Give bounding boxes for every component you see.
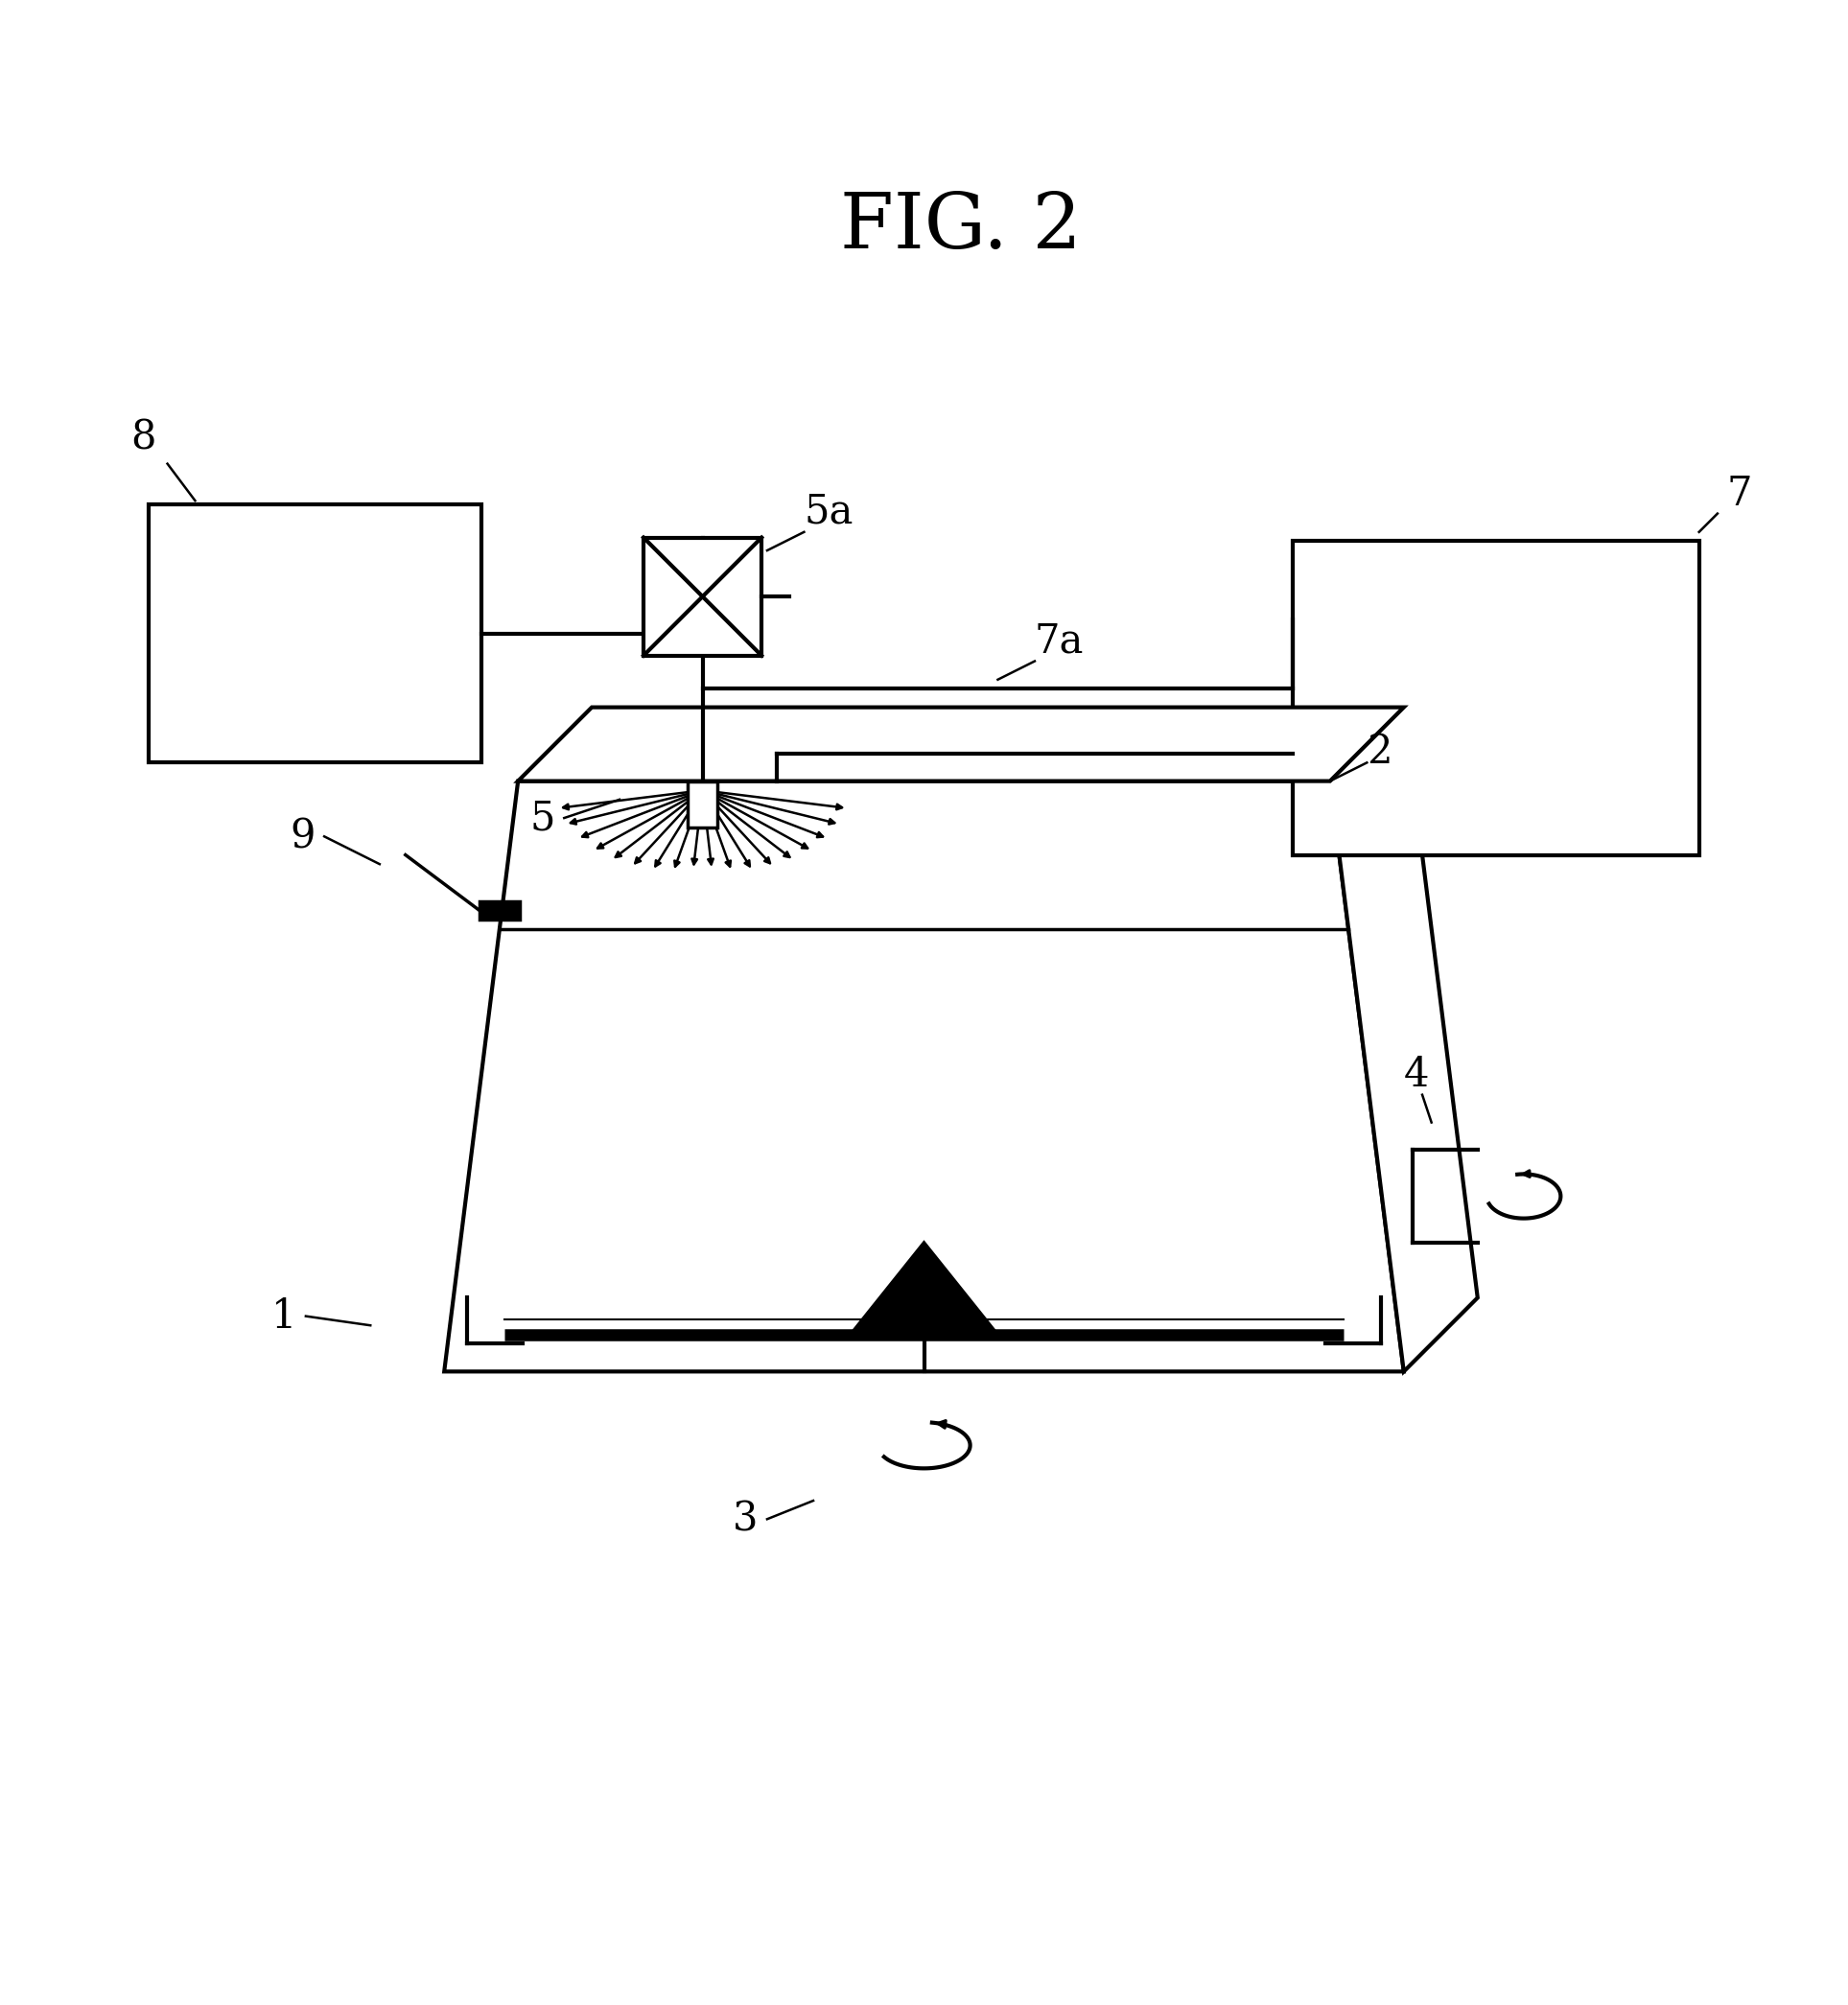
Text: 3: 3	[732, 1500, 758, 1540]
Text: 5a: 5a	[804, 491, 854, 531]
Polygon shape	[1331, 708, 1478, 1371]
Bar	[1294, 541, 1698, 854]
Polygon shape	[850, 1243, 998, 1335]
Bar	[150, 505, 480, 762]
Text: 8: 8	[131, 417, 155, 459]
Polygon shape	[517, 708, 1404, 782]
Bar	[643, 537, 761, 656]
Bar	[687, 782, 717, 828]
Text: FIG. 2: FIG. 2	[841, 190, 1081, 265]
Bar	[479, 900, 519, 920]
Text: 1: 1	[272, 1295, 296, 1335]
Text: 5: 5	[530, 798, 554, 838]
Text: 2: 2	[1368, 732, 1392, 772]
Polygon shape	[444, 782, 1404, 1371]
Text: 7: 7	[1726, 473, 1752, 513]
Text: 9: 9	[290, 816, 314, 856]
Text: 4: 4	[1404, 1055, 1429, 1095]
Text: 7a: 7a	[1035, 622, 1085, 662]
